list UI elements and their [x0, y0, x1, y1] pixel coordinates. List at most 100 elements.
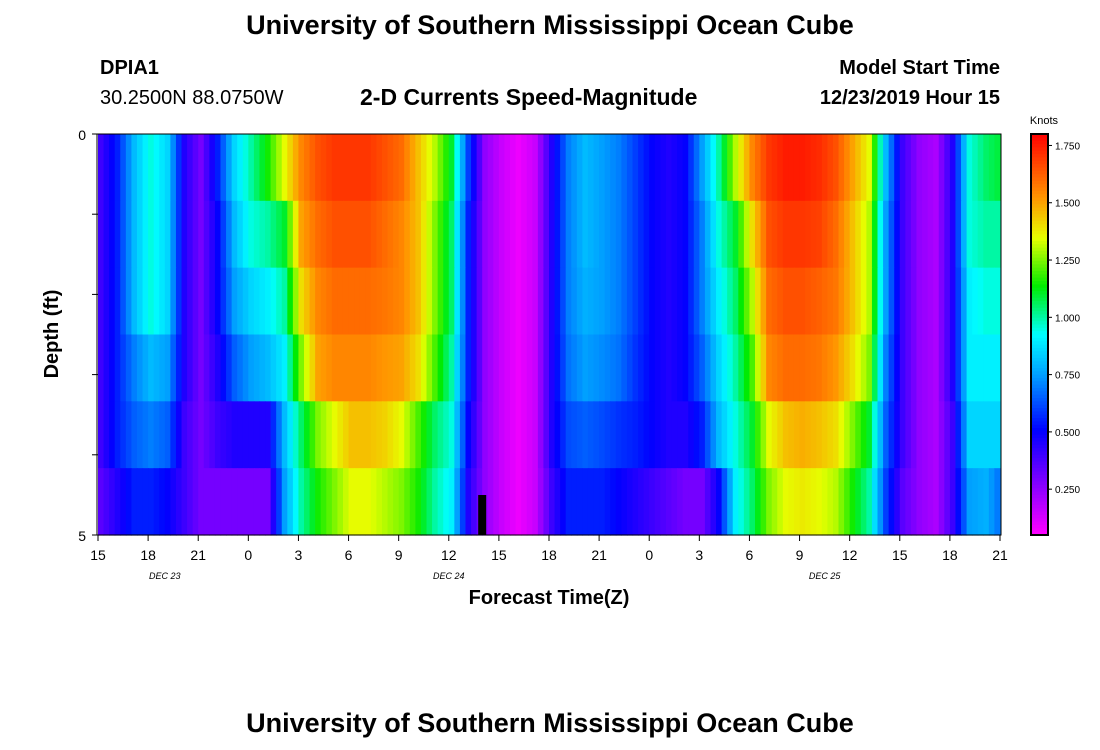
heatmap-cell	[370, 401, 377, 469]
heatmap-cell	[498, 200, 506, 269]
heatmap-cell	[376, 200, 383, 269]
heatmap-cell	[270, 468, 277, 536]
heatmap-cell	[510, 334, 517, 402]
heatmap-cell	[810, 267, 817, 336]
x-tick-label: 21	[190, 547, 206, 563]
heatmap-cell	[977, 401, 984, 469]
heatmap-cell	[749, 401, 756, 469]
colorbar-swatch	[1031, 484, 1048, 489]
heatmap-cell	[120, 200, 127, 269]
heatmap-cell	[114, 200, 121, 269]
heatmap-cell	[198, 334, 205, 402]
heatmap-cell	[109, 401, 116, 469]
heatmap-cell	[164, 334, 171, 402]
heatmap-cell	[860, 468, 867, 536]
heatmap-cell	[487, 468, 494, 536]
heatmap-cell	[526, 267, 533, 336]
heatmap-cell	[142, 468, 149, 536]
heatmap-cell	[504, 401, 511, 469]
heatmap-cell	[721, 468, 728, 536]
heatmap-cell	[677, 200, 684, 269]
x-tick-label: 0	[244, 547, 252, 563]
heatmap-cell	[387, 134, 394, 202]
colorbar-swatch	[1031, 377, 1048, 382]
colorbar-swatch	[1031, 224, 1048, 229]
heatmap-cell	[615, 134, 622, 202]
heatmap-cell	[270, 267, 277, 336]
heatmap-cell	[693, 134, 700, 202]
heatmap-cell	[766, 200, 773, 269]
heatmap-cell	[504, 200, 511, 269]
heatmap-cell	[727, 134, 734, 202]
colorbar-swatch	[1031, 324, 1048, 329]
heatmap-cell	[788, 401, 795, 469]
heatmap-cell	[170, 334, 177, 402]
heatmap-cell	[665, 134, 673, 202]
heatmap-cell	[755, 267, 762, 336]
heatmap-cell	[610, 334, 617, 402]
heatmap-cell	[443, 200, 450, 269]
x-tick-label: 18	[140, 547, 156, 563]
heatmap-cell	[409, 267, 416, 336]
colorbar-swatch	[1031, 351, 1048, 356]
heatmap-cell	[381, 200, 389, 269]
heatmap-cell	[749, 468, 756, 536]
heatmap-cell	[376, 468, 383, 536]
heatmap-cell	[766, 468, 773, 536]
heatmap-cell	[771, 200, 778, 269]
heatmap-cell	[944, 134, 951, 202]
heatmap-cell	[515, 134, 522, 202]
heatmap-cell	[521, 200, 528, 269]
heatmap-cells	[98, 134, 1001, 536]
x-axis-label: Forecast Time(Z)	[469, 587, 630, 609]
heatmap-cell	[844, 468, 851, 536]
heatmap-cell	[732, 200, 739, 269]
heatmap-cell	[749, 267, 756, 336]
heatmap-cell	[832, 334, 840, 402]
heatmap-cell	[693, 267, 700, 336]
heatmap-cell	[554, 468, 561, 536]
heatmap-cell	[571, 468, 578, 536]
heatmap-cell	[487, 334, 494, 402]
heatmap-cell	[916, 200, 923, 269]
colorbar-swatch	[1031, 531, 1048, 536]
colorbar-swatch	[1031, 230, 1048, 235]
heatmap-cell	[214, 401, 222, 469]
heatmap-cell	[916, 401, 923, 469]
heatmap-cell	[348, 134, 355, 202]
colorbar-swatch	[1031, 274, 1048, 279]
heatmap-cell	[643, 334, 650, 402]
heatmap-cell	[109, 200, 116, 269]
heatmap-cell	[827, 267, 834, 336]
heatmap-cell	[821, 134, 828, 202]
heatmap-cell	[203, 134, 210, 202]
heatmap-cell	[743, 200, 751, 269]
colorbar-swatch	[1031, 147, 1048, 152]
heatmap-cell	[866, 267, 873, 336]
heatmap-cell	[237, 401, 244, 469]
heatmap-cell	[326, 267, 333, 336]
heatmap-cell	[760, 267, 767, 336]
heatmap-cell	[771, 334, 778, 402]
heatmap-cell	[727, 401, 734, 469]
heatmap-cell	[98, 200, 105, 269]
colorbar-swatch	[1031, 194, 1048, 199]
heatmap-cell	[231, 267, 238, 336]
heatmap-cell	[114, 267, 121, 336]
heatmap-cell	[732, 134, 739, 202]
heatmap-cell	[587, 267, 595, 336]
colorbar-swatch	[1031, 140, 1048, 145]
heatmap-cell	[309, 200, 316, 269]
heatmap-cell	[125, 134, 133, 202]
heatmap-cell	[309, 134, 316, 202]
colorbar-swatch	[1031, 381, 1048, 386]
heatmap-cell	[114, 401, 121, 469]
heatmap-cell	[270, 401, 277, 469]
heatmap-cell	[899, 134, 906, 202]
heatmap-cell	[120, 134, 127, 202]
heatmap-cell	[287, 401, 294, 469]
heatmap-cell	[214, 468, 222, 536]
heatmap-cell	[599, 200, 606, 269]
heatmap-cell	[415, 468, 422, 536]
heatmap-cell	[471, 134, 478, 202]
